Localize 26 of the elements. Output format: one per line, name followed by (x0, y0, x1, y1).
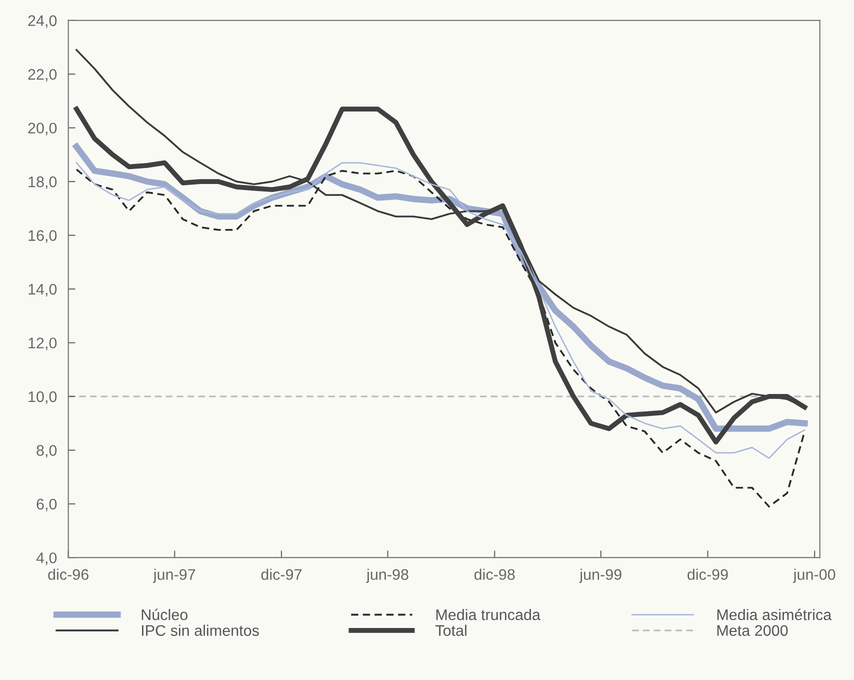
x-tick-label: dic-98 (474, 568, 515, 580)
y-tick-label: 10,0 (28, 391, 57, 404)
x-tick-label: dic-96 (48, 568, 88, 580)
legend-label: Total (435, 624, 466, 636)
y-tick-label: 8,0 (36, 445, 57, 458)
y-tick-label: 22,0 (28, 68, 57, 82)
y-tick-label: 24,0 (28, 15, 57, 28)
legend-label: Meta 2000 (717, 625, 788, 636)
x-tick-label: jun-98 (366, 568, 408, 583)
x-tick-label: dic-99 (688, 568, 728, 580)
line-series (76, 168, 806, 508)
y-tick-label: 16,0 (28, 230, 57, 243)
legend-label: Media truncada (436, 608, 540, 620)
legend-label: Media asimétrica (717, 608, 832, 620)
legend-label: IPC sin alimentos (142, 624, 259, 636)
legend-label: Núcleo (142, 608, 188, 620)
y-tick-label: 20,0 (28, 122, 57, 136)
y-tick-label: 12,0 (28, 338, 57, 350)
y-tick-label: 14,0 (28, 284, 57, 296)
y-tick-label: 6,0 (36, 498, 57, 512)
x-tick-label: dic-97 (261, 568, 302, 580)
y-tick-label: 18,0 (28, 176, 57, 190)
x-tick-label: jun-97 (152, 568, 196, 583)
x-tick-label: jun-99 (579, 568, 622, 583)
x-tick-label: jun-00 (792, 568, 836, 583)
y-tick-label: 4,0 (36, 552, 57, 566)
